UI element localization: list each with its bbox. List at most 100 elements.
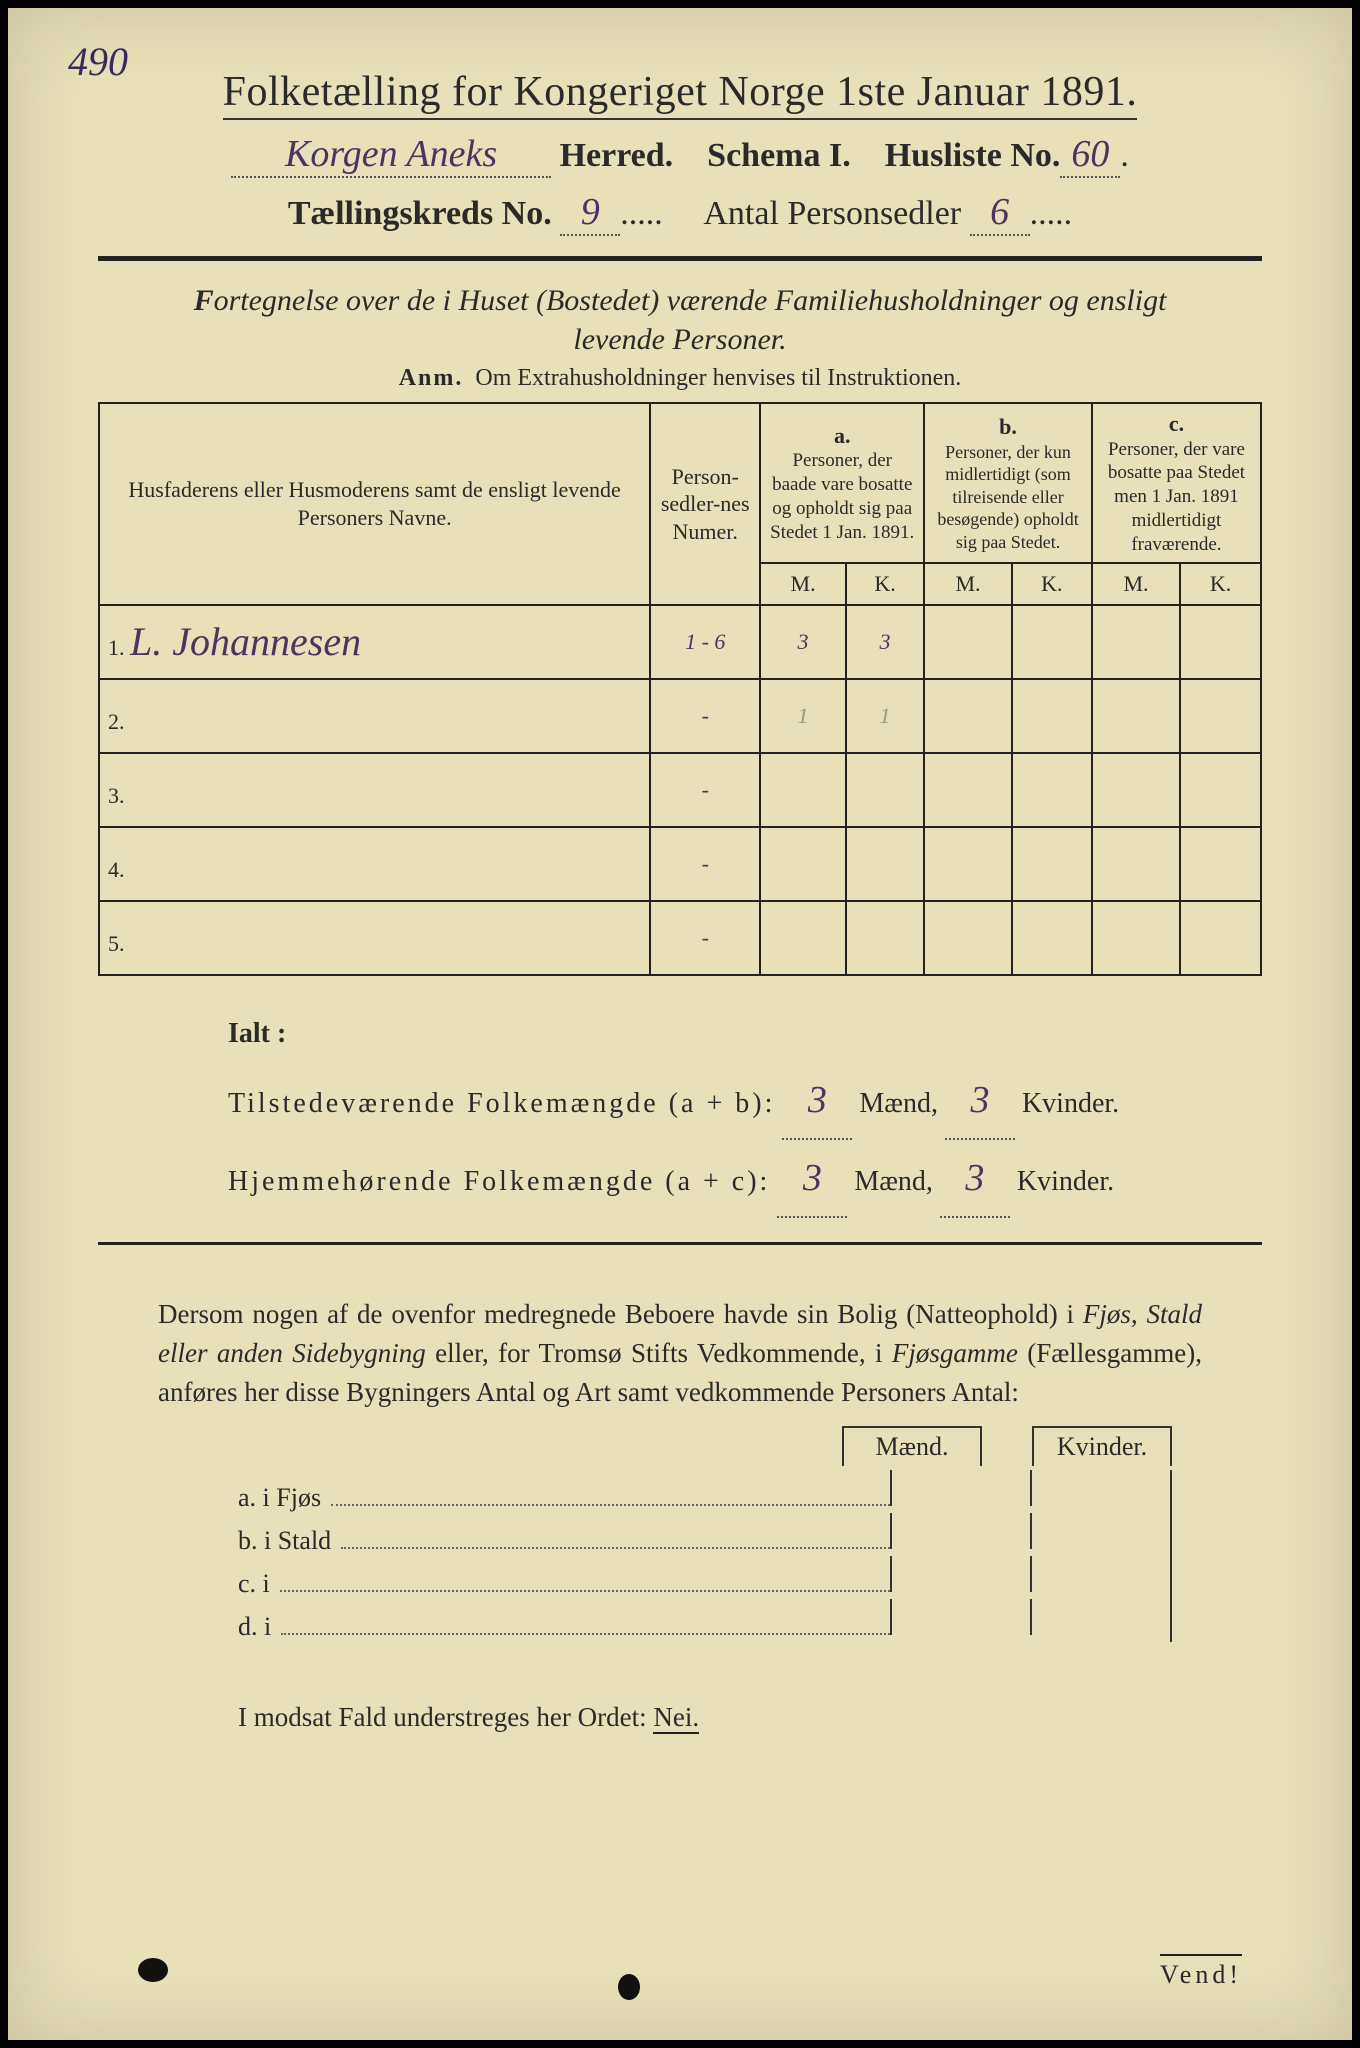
list-item: a. i Fjøs (238, 1470, 1172, 1513)
row-label: 4. (99, 827, 650, 901)
cell-bK (1012, 827, 1092, 901)
cell-aK (846, 753, 924, 827)
cell-cK (1180, 679, 1261, 753)
personsedler-value: 6 (970, 190, 1030, 236)
cell-aK (846, 901, 924, 975)
household-table: Husfaderens eller Husmoderens samt de en… (98, 402, 1262, 976)
title-row: Folketælling for Kongeriget Norge 1ste J… (98, 48, 1262, 120)
nei-word: Nei. (653, 1702, 699, 1734)
row-label: 1. L. Johannesen (99, 605, 650, 679)
c-k: K. (1180, 563, 1261, 605)
cell-aM (760, 753, 846, 827)
b-m: M. (924, 563, 1012, 605)
totals-line-1: Tilstedeværende Folkemængde (a + b): 3 M… (228, 1062, 1262, 1140)
cell-bM (924, 679, 1012, 753)
row-label: 5. (99, 901, 650, 975)
l2-women: 3 (940, 1140, 1010, 1218)
outbuilding-paragraph: Dersom nogen af de ovenfor medregnede Be… (158, 1295, 1202, 1412)
herred-handwritten: Korgen Aneks (231, 132, 551, 178)
mk-mini-header: Mænd. Kvinder. (98, 1426, 1172, 1466)
rule-2 (98, 1242, 1262, 1245)
herred-word: Herred. (560, 137, 674, 174)
row-label: 2. (99, 679, 650, 753)
cell-bK (1012, 901, 1092, 975)
cell-bM (924, 605, 1012, 679)
table-row: 2. -11 (99, 679, 1261, 753)
outbuilding-list: a. i Fjøsb. i Staldc. id. i (238, 1470, 1172, 1642)
list-item: d. i (238, 1599, 1172, 1642)
cell-bK (1012, 679, 1092, 753)
cell-aK (846, 827, 924, 901)
cell-bM (924, 827, 1012, 901)
a-m: M. (760, 563, 846, 605)
cell-aM: 1 (760, 679, 846, 753)
anm-line: Anm. Om Extrahusholdninger henvises til … (98, 365, 1262, 392)
b-k: K. (1012, 563, 1092, 605)
anm-label: Anm. (399, 365, 464, 391)
cell-cK (1180, 827, 1261, 901)
cell-aK: 1 (846, 679, 924, 753)
cell-bM (924, 901, 1012, 975)
list-item: b. i Stald (238, 1513, 1172, 1556)
col-a-header: a. Personer, der baade vare bosatte og o… (760, 403, 924, 563)
cell-bK (1012, 753, 1092, 827)
kreds-label: Tællingskreds No. (288, 195, 552, 232)
cell-numer: - (650, 901, 760, 975)
anm-text: Om Extrahusholdninger henvises til Instr… (475, 365, 961, 391)
list-item: c. i (238, 1556, 1172, 1599)
table-row: 3. - (99, 753, 1261, 827)
subtitle: Fortegnelse over de i Huset (Bostedet) v… (98, 281, 1262, 359)
cell-bM (924, 753, 1012, 827)
ialt-label: Ialt : (228, 1006, 1262, 1062)
schema-label: Schema I. (707, 137, 851, 174)
husliste-value: 60 (1060, 132, 1120, 178)
cell-numer: - (650, 679, 760, 753)
cell-numer: 1 - 6 (650, 605, 760, 679)
c-m: M. (1092, 563, 1180, 605)
census-form-page: 490 Folketælling for Kongeriget Norge 1s… (0, 0, 1360, 2048)
cell-aK: 3 (846, 605, 924, 679)
cell-aM: 3 (760, 605, 846, 679)
col-c-header: c. Personer, der vare bosatte paa Stedet… (1092, 403, 1261, 563)
cell-aM (760, 827, 846, 901)
table-row: 5. - (99, 901, 1261, 975)
ink-blotch (618, 1974, 640, 2000)
nei-line: I modsat Fald understreges her Ordet: Ne… (238, 1702, 1262, 1733)
col-names-header: Husfaderens eller Husmoderens samt de en… (99, 403, 650, 605)
totals-block: Ialt : Tilstedeværende Folkemængde (a + … (228, 1006, 1262, 1218)
rule-1 (98, 256, 1262, 261)
personsedler-label: Antal Personsedler (703, 195, 961, 232)
l2-men: 3 (777, 1140, 847, 1218)
vend-label: Vend! (1160, 1954, 1242, 1990)
cell-cM (1092, 901, 1180, 975)
cell-cM (1092, 605, 1180, 679)
page-title: Folketælling for Kongeriget Norge 1ste J… (223, 68, 1138, 120)
table-row: 4. - (99, 827, 1261, 901)
page-number-handwritten: 490 (68, 38, 128, 85)
cell-cM (1092, 827, 1180, 901)
l1-men: 3 (782, 1062, 852, 1140)
cell-numer: - (650, 827, 760, 901)
header-line-1: Korgen Aneks Herred. Schema I. Husliste … (98, 132, 1262, 178)
col-b-header: b. Personer, der kun midlertidigt (som t… (924, 403, 1092, 563)
cell-cK (1180, 753, 1261, 827)
mk-k: Kvinder. (1032, 1426, 1172, 1466)
l1-women: 3 (945, 1062, 1015, 1140)
cell-cK (1180, 901, 1261, 975)
totals-line-2: Hjemmehørende Folkemængde (a + c): 3 Mæn… (228, 1140, 1262, 1218)
cell-aM (760, 901, 846, 975)
row-label: 3. (99, 753, 650, 827)
cell-bK (1012, 605, 1092, 679)
header-line-2: Tællingskreds No. 9..... Antal Personsed… (98, 190, 1262, 236)
cell-numer: - (650, 753, 760, 827)
col-numer-header: Person-sedler-nes Numer. (650, 403, 760, 605)
cell-cM (1092, 753, 1180, 827)
table-row: 1. L. Johannesen1 - 633 (99, 605, 1261, 679)
cell-cM (1092, 679, 1180, 753)
cell-cK (1180, 605, 1261, 679)
kreds-value: 9 (560, 190, 620, 236)
a-k: K. (846, 563, 924, 605)
husliste-label: Husliste No. (885, 137, 1061, 174)
mk-m: Mænd. (842, 1426, 982, 1466)
ink-blotch (138, 1958, 168, 1982)
